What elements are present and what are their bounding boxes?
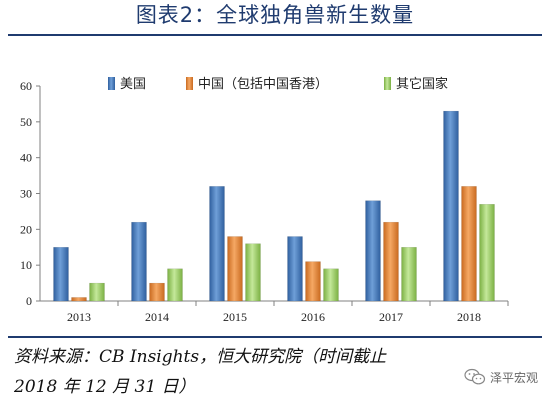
legend-swatch — [186, 77, 193, 90]
bar — [287, 236, 303, 302]
source-note: 资料来源：CB Insights，恒大研究院（时间截止 2018 年 12 月 … — [14, 342, 484, 402]
bar — [89, 282, 105, 302]
bar — [479, 204, 495, 302]
source-line-1: 资料来源：CB Insights，恒大研究院（时间截止 — [14, 347, 387, 367]
axes: 0 10 20 30 40 50 60 2013 2014 2015 2016 2017 2018 — [20, 79, 509, 324]
bar — [461, 186, 477, 302]
x-tick-label: 2016 — [301, 310, 325, 324]
bar — [305, 261, 321, 302]
y-tick-label: 0 — [26, 294, 32, 308]
x-tick-label: 2018 — [457, 310, 481, 324]
bar — [71, 297, 87, 302]
legend-swatch — [108, 77, 115, 90]
y-tick-label: 30 — [20, 187, 32, 201]
bar — [167, 268, 183, 302]
source-divider — [8, 336, 542, 338]
bar — [401, 247, 417, 302]
bar — [227, 236, 243, 302]
bar — [365, 200, 381, 302]
y-tick-label: 20 — [20, 222, 32, 236]
y-tick-label: 10 — [20, 258, 32, 272]
y-tick-label: 60 — [20, 79, 32, 93]
y-tick-label: 40 — [20, 151, 32, 165]
bar — [149, 282, 165, 302]
y-tick-label: 50 — [20, 115, 32, 129]
watermark-text: 泽平宏观 — [489, 370, 538, 385]
bar — [245, 243, 261, 302]
legend-label: 其它国家 — [396, 76, 448, 92]
bar — [131, 221, 147, 302]
bar — [443, 110, 459, 302]
bar-chart: 美国 中国（包括中国香港） 其它国家 0 10 20 30 40 50 60 2013 2014 20… — [20, 76, 509, 324]
bar — [53, 247, 69, 302]
x-tick-label: 2013 — [67, 310, 91, 324]
legend-label: 美国 — [120, 77, 146, 92]
x-tick-label: 2017 — [379, 310, 403, 324]
bar — [323, 268, 339, 302]
bars — [53, 110, 495, 302]
title-divider — [8, 34, 542, 36]
bar — [209, 186, 225, 302]
source-line-2: 2018 年 12 月 31 日） — [14, 377, 196, 397]
legend-label: 中国（包括中国香港） — [198, 77, 328, 92]
wechat-icon — [464, 368, 486, 385]
x-tick-label: 2014 — [145, 310, 169, 324]
bar — [383, 221, 399, 302]
watermark: 泽平宏观 — [464, 366, 538, 388]
chart-title: 图表2：全球独角兽新生数量 — [135, 3, 415, 27]
legend: 美国 中国（包括中国香港） 其它国家 — [108, 76, 448, 92]
legend-swatch — [384, 77, 391, 90]
x-tick-label: 2015 — [223, 310, 247, 324]
